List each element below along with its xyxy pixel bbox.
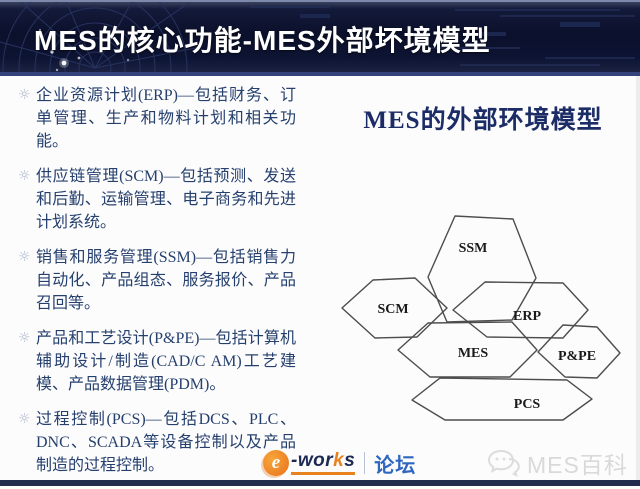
eworks-forum-logo: e -works 论坛 (263, 448, 416, 478)
slide-title: MES的核心功能-MES外部坏境模型 (34, 25, 491, 56)
hexagon-erp (452, 281, 589, 339)
bullet-text-erp: 企业资源计划(ERP)—包括财务、订单管理、生产和物料计划和相关功能。 (36, 87, 296, 150)
eworks-wordmark-orange: k (333, 450, 345, 471)
sun-bullet-icon: ☼ (18, 411, 31, 427)
hexagon-label-ssm: SSM (459, 241, 488, 256)
bullet-item-ppe: ☼ 产品和工艺设计(P&PE)—包括计算机辅助设计/制造(CAD/C AM)工艺… (18, 327, 310, 396)
logo-divider (364, 452, 366, 474)
slide-header: MES的核心功能-MES外部坏境模型 (0, 0, 640, 76)
bullet-item-erp: ☼ 企业资源计划(ERP)—包括财务、订单管理、生产和物料计划和相关功能。 (18, 84, 310, 153)
mes-wiki-watermark: MES百科 (487, 446, 628, 480)
forum-label: 论坛 (374, 454, 417, 477)
watermark-label: MES百科 (527, 452, 628, 478)
eworks-e-icon: e (263, 450, 289, 476)
hexagon-scm (341, 277, 448, 339)
diagram-title: MES的外部环境模型 (363, 107, 603, 134)
circuit-pattern-decoration (0, 2, 635, 72)
hexagon-label-pcs: PCS (514, 397, 541, 412)
right-edge-strip (636, 76, 640, 480)
hexagon-mes (397, 321, 538, 378)
sun-bullet-icon: ☼ (18, 168, 31, 184)
hexagon-ppe (537, 324, 621, 379)
bullet-list: ☼ 企业资源计划(ERP)—包括财务、订单管理、生产和物料计划和相关功能。 ☼ … (18, 84, 310, 489)
bottom-bar (0, 480, 640, 486)
bullet-text-scm: 供应链管理(SCM)—包括预测、发送和后勤、运输管理、电子商务和先进计划系统。 (36, 168, 296, 231)
hexagon-environment-diagram: SSM SCM ERP MES P&PE PCS (341, 215, 621, 421)
wechat-icon (487, 449, 520, 477)
sun-bullet-icon: ☼ (18, 249, 31, 265)
bullet-item-pcs: ☼ 过程控制(PCS)—包括DCS、PLC、DNC、SCADA等设备控制以及产品… (18, 408, 310, 477)
bullet-text-ppe: 产品和工艺设计(P&PE)—包括计算机辅助设计/制造(CAD/C AM)工艺建模… (36, 330, 296, 393)
hexagon-label-mes: MES (458, 346, 489, 361)
hexagon-label-scm: SCM (377, 302, 408, 317)
eworks-wordmark-dark-right: s (344, 450, 356, 471)
sun-bullet-icon: ☼ (18, 330, 31, 346)
hexagon-label-ppe: P&PE (558, 349, 596, 364)
hexagon-label-erp: ERP (513, 309, 541, 324)
hexagon-pcs (411, 377, 593, 421)
bullet-text-pcs: 过程控制(PCS)—包括DCS、PLC、DNC、SCADA等设备控制以及产品制造… (36, 411, 296, 474)
sun-bullet-icon: ☼ (18, 87, 31, 103)
bullet-item-ssm: ☼ 销售和服务管理(SSM)—包括销售力自动化、产品组态、服务报价、产品召回等。 (18, 246, 310, 315)
bullet-item-scm: ☼ 供应链管理(SCM)—包括预测、发送和后勤、运输管理、电子商务和先进计划系统… (18, 165, 310, 234)
eworks-wordmark: -works (291, 450, 356, 475)
eworks-wordmark-dark-left: -wor (291, 450, 334, 471)
bullet-text-ssm: 销售和服务管理(SSM)—包括销售力自动化、产品组态、服务报价、产品召回等。 (36, 249, 296, 312)
hexagon-ssm (427, 215, 537, 323)
